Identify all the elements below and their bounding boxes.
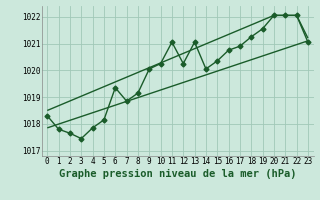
X-axis label: Graphe pression niveau de la mer (hPa): Graphe pression niveau de la mer (hPa)	[59, 169, 296, 179]
